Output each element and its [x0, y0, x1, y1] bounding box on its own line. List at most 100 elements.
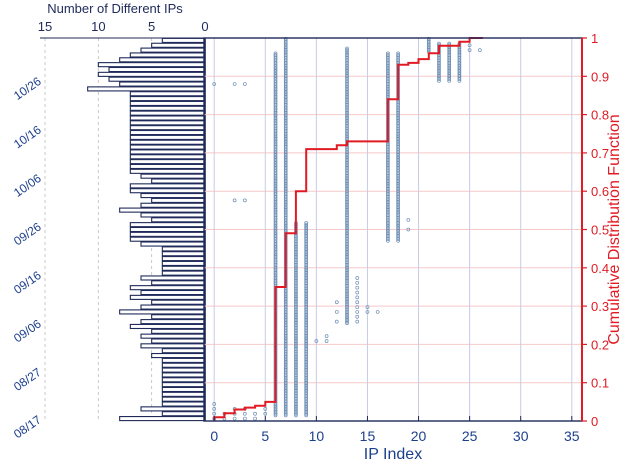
date-tick-label: 09/16 — [11, 268, 44, 297]
ip-activity-point — [294, 360, 298, 364]
ip-activity-point — [304, 369, 309, 374]
ip-activity-point — [283, 103, 288, 107]
date-tick-label: 09/06 — [11, 316, 44, 345]
ip-activity-point — [386, 175, 390, 180]
ip-activity-point — [283, 190, 288, 195]
ip-activity-point — [273, 258, 278, 263]
histogram-bar — [140, 406, 206, 412]
histogram-x-tick-label: 5 — [148, 19, 155, 34]
ip-activity-point — [273, 248, 278, 253]
ip-activity-point — [273, 190, 278, 195]
ip-activity-point — [283, 88, 288, 93]
ip-activity-point — [304, 243, 309, 248]
ip-activity-point — [294, 365, 298, 369]
ip-activity-point — [283, 403, 288, 408]
ip-activity-point — [294, 311, 298, 316]
ip-activity-point — [283, 365, 288, 369]
ip-activity-point — [294, 272, 298, 277]
ip-activity-point — [457, 49, 462, 54]
cdf-tick-label: 0.6 — [591, 184, 609, 199]
histogram-bar — [97, 71, 206, 77]
histogram-bar — [129, 231, 206, 237]
cdf-tick-label: 0.8 — [591, 108, 609, 123]
ip-activity-point — [304, 248, 309, 253]
ip-activity-point — [273, 229, 278, 233]
ip-activity-point — [273, 234, 278, 238]
ip-activity-point — [283, 316, 288, 321]
histogram-bar — [161, 386, 206, 393]
ip-activity-point — [345, 292, 349, 296]
ip-activity-point — [426, 40, 431, 44]
ip-activity-point — [345, 132, 349, 137]
ip-activity-point — [355, 280, 360, 285]
ip-activity-point — [212, 82, 217, 86]
ip-activity-point — [283, 137, 288, 141]
histogram-bar — [140, 333, 206, 339]
ip-activity-point — [283, 64, 288, 69]
ip-activity-point — [396, 185, 400, 190]
ip-activity-point — [396, 200, 400, 204]
ip-activity-point — [283, 156, 288, 161]
ip-activity-point — [386, 64, 390, 69]
ip-activity-point — [345, 161, 349, 166]
ip-activity-point — [294, 394, 298, 398]
histogram-bar — [151, 178, 206, 184]
ip-activity-point — [345, 209, 349, 214]
ip-activity-point — [386, 161, 390, 166]
histogram-bar — [140, 241, 206, 247]
ip-activity-point — [345, 224, 349, 229]
ip-activity-point — [345, 234, 349, 238]
ip-activity-point — [273, 53, 278, 57]
histogram-bar — [161, 377, 206, 383]
ip-activity-point — [273, 205, 278, 209]
ip-activity-point — [345, 253, 349, 258]
cdf-tick-label: 0.9 — [591, 69, 609, 84]
ip-activity-point — [386, 205, 390, 209]
ip-activity-point — [273, 146, 278, 151]
ip-activity-point — [345, 127, 349, 132]
ip-activity-point — [294, 326, 298, 330]
date-tick-label: 10/16 — [11, 122, 44, 151]
histogram-bar — [140, 173, 206, 179]
ip-activity-point — [365, 305, 370, 309]
ip-activity-point — [345, 93, 349, 98]
histogram-bar — [129, 115, 206, 121]
histogram-bar — [140, 319, 206, 325]
ip-activity-point — [294, 316, 298, 321]
ip-activity-point — [447, 64, 452, 69]
ip-activity-point — [283, 200, 288, 204]
ip-activity-point — [345, 311, 349, 316]
ip-activity-point — [304, 238, 309, 243]
ip-activity-point — [283, 408, 288, 413]
ip-activity-point — [386, 190, 390, 195]
ip-activity-point — [304, 379, 309, 384]
ip-activity-point — [273, 132, 278, 137]
histogram-bar — [151, 338, 206, 344]
ip-activity-point — [273, 156, 278, 161]
ip-activity-point — [396, 59, 400, 64]
ip-activity-point — [283, 326, 288, 330]
histogram-bar — [140, 343, 206, 349]
ip-activity-point — [457, 59, 462, 64]
ip-activity-point — [283, 209, 288, 214]
ip-activity-point — [345, 205, 349, 209]
histogram-bar — [140, 192, 206, 199]
ip-activity-point — [283, 59, 288, 64]
ip-activity-point — [283, 127, 288, 132]
histogram-bar — [129, 222, 206, 228]
ip-activity-point — [386, 224, 390, 229]
ip-activity-point — [345, 297, 349, 301]
histogram-bar — [129, 144, 206, 150]
ip-activity-point — [345, 64, 349, 69]
histogram-bar — [129, 52, 206, 58]
ip-activity-point — [437, 54, 441, 59]
ip-activity-point — [283, 205, 288, 209]
ip-activity-point — [396, 103, 400, 107]
histogram-bar — [129, 110, 206, 116]
ip-activity-point — [396, 229, 400, 233]
ip-activity-point — [273, 200, 278, 204]
histogram-bar — [129, 236, 206, 242]
cdf-ticks: 0 0.1 0.2 0.3 0.4 0.5 0.6 0.7 0.8 0.9 1 — [582, 31, 609, 429]
histogram-bar — [151, 352, 206, 359]
ip-activity-point — [345, 59, 349, 64]
